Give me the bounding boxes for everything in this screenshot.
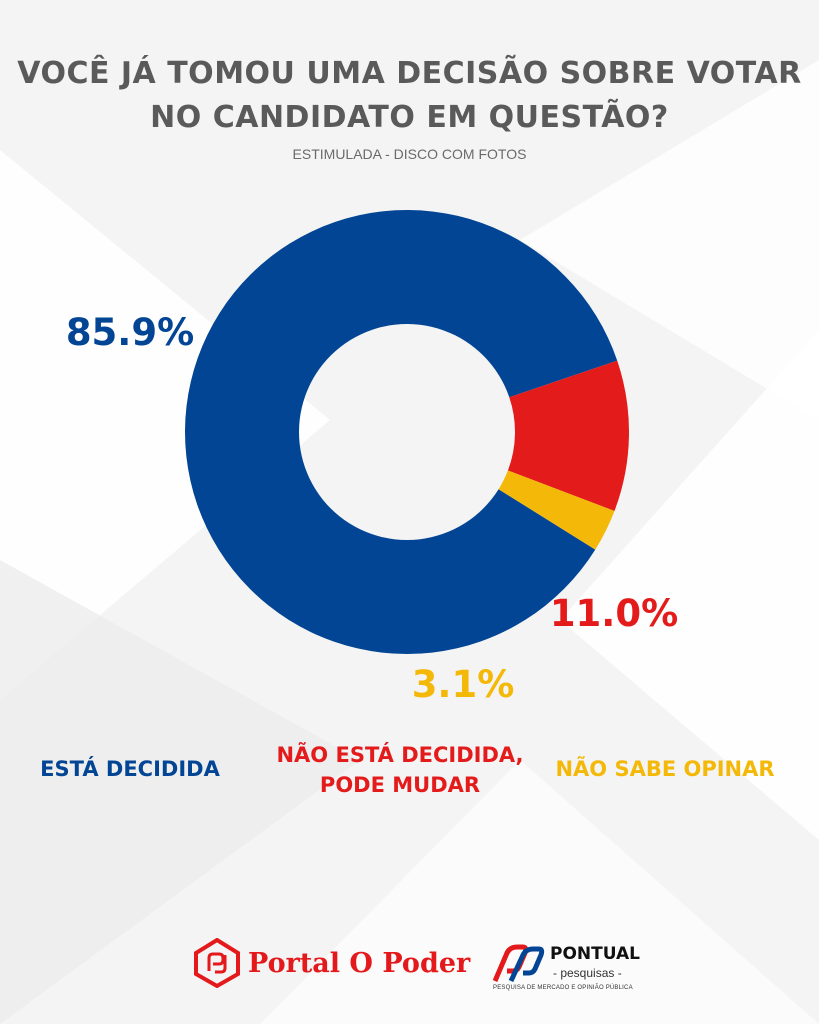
donut-slices [185, 209, 629, 654]
value-label-esta-decidida: 85.9% [66, 311, 194, 354]
slice-nao-esta-decidida [507, 360, 629, 511]
pontual-subtitle: - pesquisas - [553, 966, 622, 980]
slice-nao-sabe-opinar [498, 470, 615, 550]
legend-esta-decidida: ESTÁ DECIDIDA [30, 754, 230, 784]
pontual-logo-icon [493, 944, 545, 983]
value-label-nao-sabe-opinar: 3.1% [412, 663, 515, 706]
pontual-tagline: PESQUISA DE MERCADO E OPINIÃO PÚBLICA [493, 985, 633, 991]
legend-label-line-2: PODE MUDAR [319, 773, 481, 797]
pontual-name: PONTUAL [550, 944, 641, 964]
chart-title: VOCÊ JÁ TOMOU UMA DECISÃO SOBRE VOTAR NO… [0, 52, 819, 140]
chart-title-line-2: NO CANDIDATO EM QUESTÃO? [150, 100, 669, 135]
legend-label: NÃO SABE OPINAR [555, 757, 775, 781]
legend-nao-esta-decidida: NÃO ESTÁ DECIDIDA, PODE MUDAR [270, 740, 530, 800]
legend-label-line-1: NÃO ESTÁ DECIDIDA, [276, 743, 524, 767]
slice-esta-decidida [185, 209, 618, 654]
value-label-nao-esta-decidida: 11.0% [550, 592, 678, 635]
portal-o-poder-logo-icon [194, 938, 240, 988]
chart-subtitle: ESTIMULADA - DISCO COM FOTOS [292, 146, 527, 162]
donut-chart: 85.9% 11.0% 3.1% [66, 209, 678, 706]
legend-nao-sabe-opinar: NÃO SABE OPINAR [545, 754, 785, 784]
portal-o-poder-name: Portal O Poder [248, 948, 471, 979]
chart-title-line-1: VOCÊ JÁ TOMOU UMA DECISÃO SOBRE VOTAR [17, 56, 802, 91]
legend-label: ESTÁ DECIDIDA [40, 757, 220, 781]
